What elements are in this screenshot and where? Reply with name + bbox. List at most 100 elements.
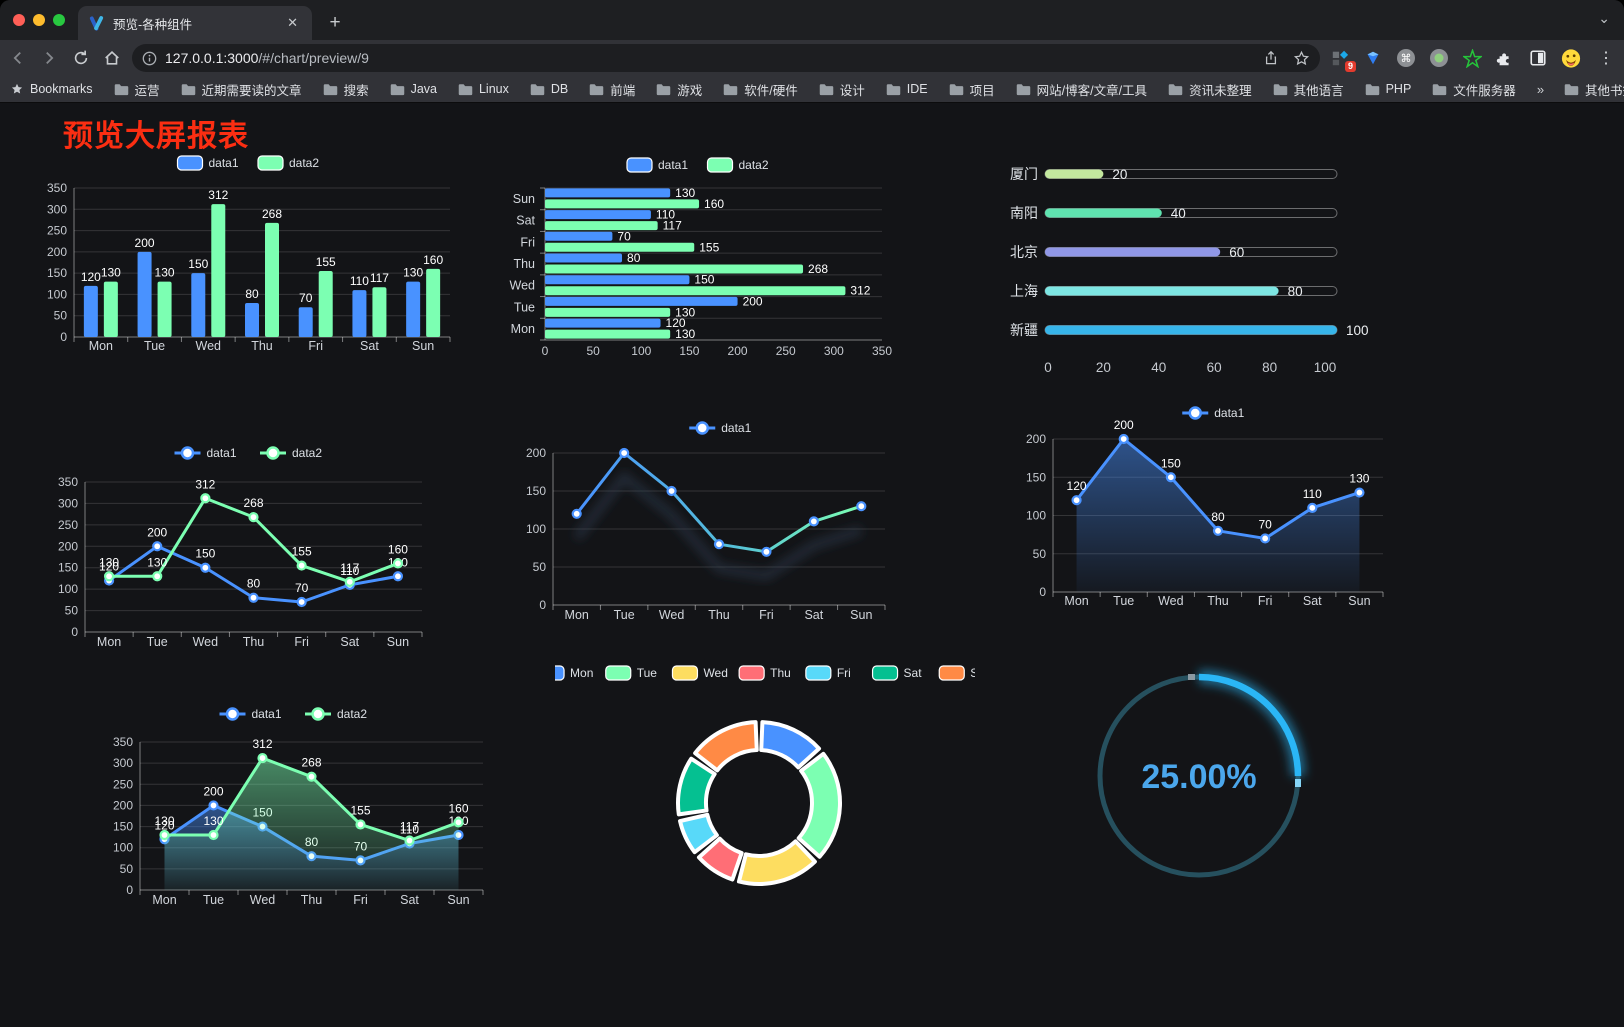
- bookmark-item[interactable]: DB: [530, 82, 568, 96]
- bookmark-item[interactable]: IDE: [886, 82, 928, 96]
- chart-area-two-series[interactable]: data1 data2 0 50 100 150 200 250 300 350 Mon Tue Wed…: [95, 700, 500, 920]
- extension-cmd-icon[interactable]: ⌘: [1396, 48, 1416, 68]
- svg-text:50: 50: [533, 560, 547, 574]
- home-button[interactable]: [99, 44, 127, 72]
- chart-grouped-bar[interactable]: data1 data2 0 50 100 150 200 250 300 350 Mon Tue Wed…: [38, 148, 463, 360]
- legend-item-Wed[interactable]: Wed: [671, 665, 728, 681]
- bookmark-item[interactable]: 近期需要读的文章: [181, 80, 302, 99]
- bookmark-label: 游戏: [677, 83, 703, 98]
- svg-text:110: 110: [1303, 487, 1322, 501]
- legend-item-Mon[interactable]: Mon: [538, 665, 593, 681]
- legend-item-data2[interactable]: data2: [706, 157, 769, 173]
- folder-icon: [1016, 83, 1030, 95]
- extensions-puzzle-icon[interactable]: [1495, 48, 1515, 68]
- legend-item-data1[interactable]: data1: [689, 421, 752, 435]
- legend-item-data2[interactable]: data2: [305, 707, 367, 721]
- legend-item-data2[interactable]: data2: [260, 446, 322, 460]
- bookmark-item[interactable]: 前端: [589, 80, 635, 99]
- legend-item-Tue[interactable]: Tue: [605, 665, 658, 681]
- svg-text:110: 110: [400, 822, 419, 836]
- svg-text:北京: 北京: [1010, 244, 1038, 260]
- svg-text:120: 120: [1067, 479, 1087, 493]
- bookmark-star-icon[interactable]: [1293, 50, 1310, 67]
- svg-text:130: 130: [147, 555, 167, 569]
- svg-text:117: 117: [400, 820, 419, 834]
- legend-item-Fri[interactable]: Fri: [805, 665, 851, 681]
- page-content: 预览大屏报表 data1 data2 0 50 100 150 200 250 300 350 Mo…: [0, 103, 1624, 1027]
- svg-text:150: 150: [47, 266, 67, 280]
- svg-text:160: 160: [423, 253, 443, 267]
- legend-item-data1[interactable]: data1: [176, 155, 239, 171]
- bookmark-item[interactable]: 软件/硬件: [723, 80, 798, 99]
- extension-star-icon[interactable]: [1462, 48, 1482, 68]
- svg-text:100: 100: [1026, 509, 1046, 523]
- browser-toolbar: 127.0.0.1:3000/#/chart/preview/9 9: [0, 40, 1624, 76]
- legend-item-Sun[interactable]: Sun: [938, 665, 992, 681]
- chart-gradient-line[interactable]: data1 0 50 100 150 200 Mon Tue Wed Thu Fri Sat Sun: [505, 418, 900, 623]
- svg-text:Fri: Fri: [308, 339, 323, 353]
- browser-menu-icon[interactable]: ⋮: [1598, 50, 1614, 67]
- minimize-window-button[interactable]: [33, 14, 45, 26]
- legend-item-Sat[interactable]: Sat: [871, 665, 923, 681]
- profile-avatar[interactable]: [1561, 48, 1581, 68]
- tab-close-icon[interactable]: ✕: [287, 15, 298, 30]
- legend-item-data2[interactable]: data2: [257, 155, 319, 171]
- bookmark-item[interactable]: PHP: [1365, 82, 1411, 96]
- svg-text:100: 100: [526, 522, 546, 536]
- close-window-button[interactable]: [13, 14, 25, 26]
- extension-gem-icon[interactable]: [1363, 48, 1383, 68]
- chart-horizontal-bar[interactable]: data1 data2 0 50 100 150 200 250 300 350 Mon 120 130…: [500, 150, 900, 365]
- legend-item-Thu[interactable]: Thu: [738, 665, 791, 681]
- url-path: /#/chart/preview/9: [258, 50, 369, 66]
- bookmark-item[interactable]: 项目: [949, 80, 995, 99]
- bookmark-item[interactable]: 资讯未整理: [1168, 80, 1252, 99]
- bookmarks-overflow-icon[interactable]: »: [1536, 81, 1545, 97]
- svg-text:0: 0: [60, 330, 67, 344]
- folder-icon: [323, 83, 337, 95]
- extension-grid-icon[interactable]: 9: [1330, 48, 1356, 72]
- bookmark-item[interactable]: 文件服务器: [1432, 80, 1516, 99]
- svg-text:70: 70: [1258, 517, 1272, 531]
- extension-dot-icon[interactable]: [1429, 48, 1449, 68]
- legend-item-data1[interactable]: data1: [626, 157, 688, 173]
- tab-search-chevron-icon[interactable]: ⌄: [1598, 10, 1610, 26]
- legend-item-data1[interactable]: data1: [174, 446, 237, 460]
- forward-button[interactable]: [36, 44, 64, 72]
- svg-text:data1: data1: [252, 707, 282, 721]
- svg-text:Fri: Fri: [1258, 594, 1273, 608]
- svg-text:155: 155: [316, 255, 336, 269]
- bookmark-item[interactable]: Java: [390, 82, 437, 96]
- bookmark-item[interactable]: 网站/博客/文章/工具: [1016, 80, 1147, 99]
- svg-text:Fri: Fri: [353, 893, 368, 907]
- chart-area-single[interactable]: data1 0 50 100 150 200 Mon Tue Wed Thu Fri Sat Sun 12…: [995, 403, 1390, 615]
- chart-donut[interactable]: Mon Tue Wed Thu Fri Sat Sun: [538, 655, 992, 890]
- browser-tab[interactable]: 预览-各种组件 ✕: [78, 6, 312, 40]
- reload-button[interactable]: [67, 44, 95, 72]
- bookmark-item[interactable]: 游戏: [656, 80, 702, 99]
- new-tab-button[interactable]: +: [329, 12, 341, 33]
- share-icon[interactable]: [1263, 50, 1279, 66]
- bookmark-item[interactable]: 搜索: [323, 80, 369, 99]
- back-button[interactable]: [4, 44, 32, 72]
- chart-line-two-series[interactable]: data1 data2 0 50 100 150 200 250 300 350 Mon Tue Wed…: [40, 440, 465, 660]
- legend-item-data1[interactable]: data1: [219, 707, 282, 721]
- other-bookmarks[interactable]: 其他书签: [1564, 80, 1624, 99]
- svg-text:100: 100: [47, 287, 67, 301]
- legend-item-data1[interactable]: data1: [1182, 406, 1245, 420]
- bookmarks-bar: Bookmarks 运营 近期需要读的文章 搜索 Java Linux DB 前端 游戏 软件/…: [0, 76, 1624, 103]
- svg-text:250: 250: [776, 344, 796, 358]
- svg-text:50: 50: [120, 862, 134, 876]
- address-bar[interactable]: 127.0.0.1:3000/#/chart/preview/9: [132, 44, 1320, 72]
- bookmark-item[interactable]: 其他语言: [1273, 80, 1344, 99]
- svg-text:data1: data1: [209, 156, 239, 170]
- chart-progress-bars[interactable]: 厦门 20 南阳 40 北京 60 上海 80 新疆 100 0 20 40 60 80 100: [990, 150, 1370, 390]
- bookmark-item[interactable]: 运营: [114, 80, 160, 99]
- bookmark-item[interactable]: Linux: [458, 82, 509, 96]
- extension-contrast-icon[interactable]: [1528, 48, 1548, 68]
- site-info-icon[interactable]: [142, 51, 157, 66]
- bookmark-item[interactable]: 设计: [819, 80, 865, 99]
- zoom-window-button[interactable]: [53, 14, 65, 26]
- chart-gauge[interactable]: 25.00%: [1080, 655, 1320, 905]
- bookmarks-manager[interactable]: Bookmarks: [10, 82, 93, 96]
- svg-text:130: 130: [203, 814, 223, 828]
